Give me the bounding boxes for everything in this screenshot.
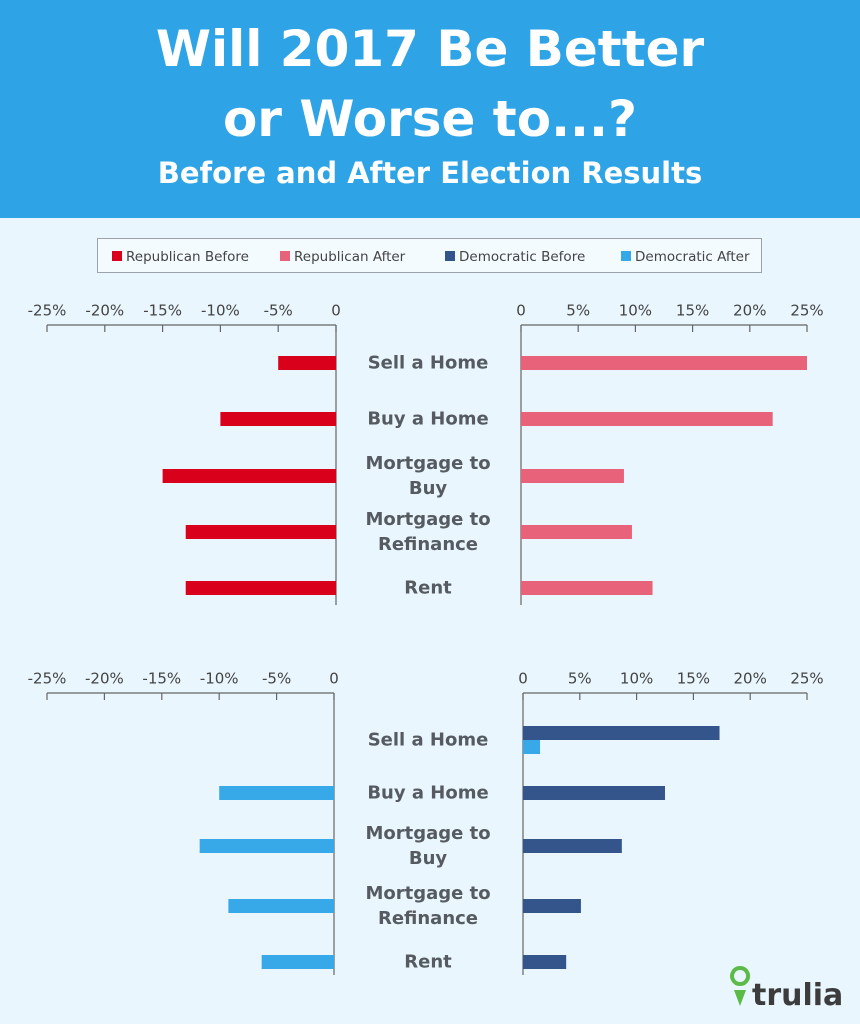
bar (199, 839, 334, 853)
bar (523, 839, 622, 853)
x-tick-label: 10% (619, 302, 652, 320)
legend-label: Democratic Before (459, 249, 585, 265)
bar (523, 786, 665, 800)
bar (521, 581, 653, 595)
bar (219, 786, 334, 800)
bar (521, 356, 807, 370)
bar (523, 726, 720, 740)
x-tick-label: -5% (262, 670, 291, 688)
bar (185, 581, 336, 595)
category-label: Sell a Home (367, 729, 489, 751)
category-label: Mortgage to Buy (365, 823, 491, 869)
subtitle: Before and After Election Results (157, 156, 703, 190)
x-tick-label: -15% (142, 670, 181, 688)
x-tick-label: 0 (329, 670, 339, 688)
bar (521, 469, 624, 483)
category-label: Mortgage to Refinance (365, 883, 491, 929)
category-label: Mortgage to Refinance (365, 509, 491, 555)
legend-label: Republican After (294, 249, 406, 265)
header: Will 2017 Be Better or Worse to...? Befo… (0, 0, 860, 218)
category-label: Rent (404, 577, 452, 599)
legend-swatch (445, 251, 455, 261)
x-tick-label: -20% (85, 302, 124, 320)
category-label: Sell a Home (367, 352, 489, 374)
bar (523, 899, 581, 913)
bar (521, 525, 632, 539)
bar (278, 356, 336, 370)
x-tick-label: 5% (566, 302, 590, 320)
bar (185, 525, 336, 539)
bar (228, 899, 334, 913)
x-tick-label: -25% (28, 302, 67, 320)
bar (521, 412, 773, 426)
x-tick-label: 25% (790, 302, 823, 320)
bar (162, 469, 336, 483)
x-tick-label: 15% (677, 670, 710, 688)
x-tick-label: 25% (790, 670, 823, 688)
legend-label: Republican Before (126, 249, 249, 265)
x-tick-label: 20% (734, 670, 767, 688)
x-tick-label: -10% (200, 670, 239, 688)
x-tick-label: 5% (568, 670, 592, 688)
x-tick-label: 0 (518, 670, 528, 688)
x-tick-label: 10% (620, 670, 653, 688)
category-label: Mortgage to Buy (365, 453, 491, 499)
legend-swatch (112, 251, 122, 261)
x-tick-label: -20% (85, 670, 124, 688)
bar (523, 955, 567, 969)
bar (220, 412, 336, 426)
x-tick-label: -5% (264, 302, 293, 320)
bar (261, 955, 334, 969)
x-tick-label: 0 (516, 302, 526, 320)
x-tick-label: -15% (143, 302, 182, 320)
category-label: Buy a Home (367, 408, 489, 430)
bar (523, 740, 541, 754)
legend-label: Democratic After (635, 249, 750, 265)
category-label: Rent (404, 951, 452, 973)
x-tick-label: 20% (733, 302, 766, 320)
legend-swatch (280, 251, 290, 261)
x-tick-label: -25% (28, 670, 67, 688)
legend-swatch (621, 251, 631, 261)
x-tick-label: 15% (676, 302, 709, 320)
category-label: Buy a Home (367, 782, 489, 804)
x-tick-label: 0 (331, 302, 341, 320)
brand: trulia (752, 978, 844, 1013)
x-tick-label: -10% (201, 302, 240, 320)
legend (97, 238, 762, 273)
title: Will 2017 Be Better or Worse to...? (155, 20, 705, 148)
